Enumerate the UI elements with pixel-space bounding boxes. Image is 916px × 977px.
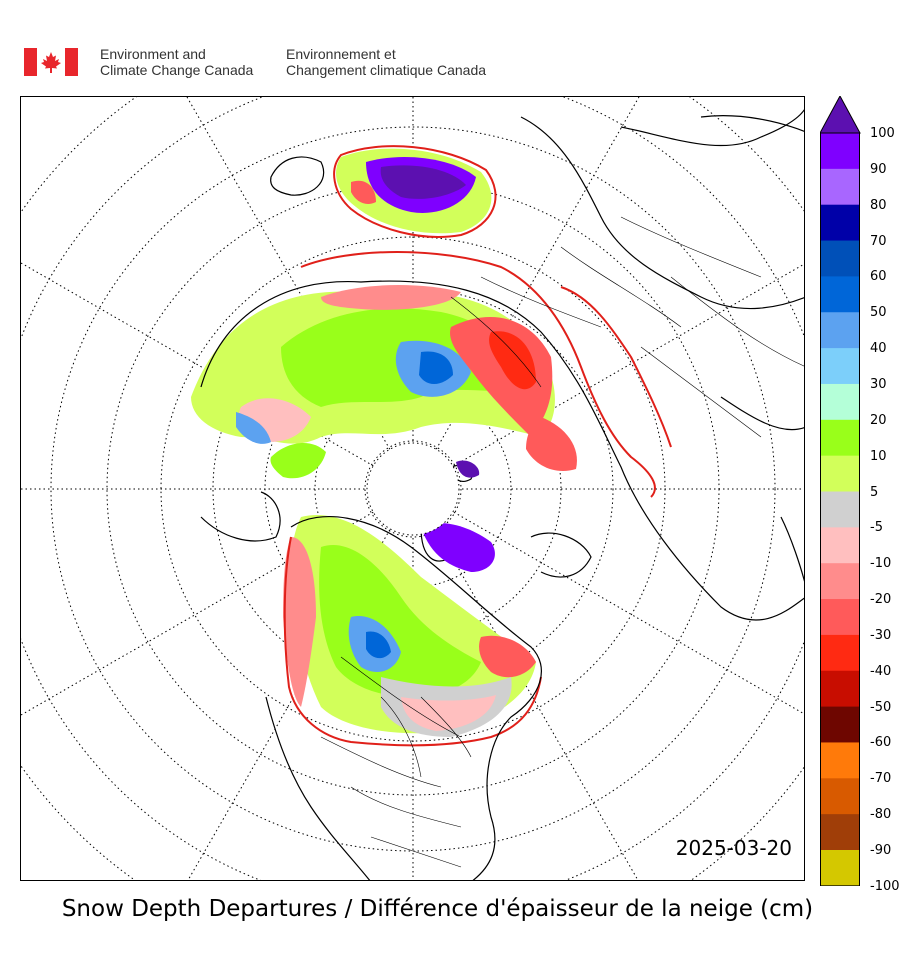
colorbar-tick-label: 5 [870,484,879,500]
colorbar-tick-label: 80 [870,197,887,213]
colorbar-swatch [820,706,860,743]
map-canvas [21,97,804,880]
canada-flag-icon [24,48,78,76]
colorbar-tick-label: -10 [870,556,892,572]
colorbar-legend: 100 90 80 70 60 50 40 30 20 10 5 -5 -10 -20 -30 -40 -50 -… [819,94,900,893]
header: Environment and Climate Change Canada En… [24,46,544,80]
colorbar-swatch [820,419,860,457]
colorbar-tick-label: 40 [870,341,887,357]
colorbar-swatch [820,742,860,779]
org-fr-line2: Changement climatique Canada [286,62,487,78]
colorbar-swatch [820,204,860,242]
map-date: 2025-03-20 [675,836,792,860]
snow-line-contours [283,145,672,747]
colorbar-tick-label: -20 [870,592,892,608]
org-en-line1: Environment and [100,46,206,62]
colorbar-swatch [820,563,860,600]
colorbar-swatch [820,670,860,708]
colorbar-swatch [820,455,860,492]
coastlines [200,109,804,880]
colorbar-swatch [820,168,860,206]
colorbar-tick-label: -60 [870,735,892,751]
colorbar-extend-arrow [819,94,861,134]
org-en-line2: Climate Change Canada [100,62,254,78]
map-title: Snow Depth Departures / Différence d'épa… [61,896,814,922]
colorbar-swatch [820,527,860,564]
polar-snow-map: 2025-03-20 [20,96,805,881]
colorbar-tick-label: -50 [870,699,892,715]
colorbar-swatch [820,133,860,170]
colorbar-tick-label: 60 [870,269,887,285]
colorbar-tick-label: 90 [870,161,887,177]
org-name-french: Environnement et Changement climatique C… [286,46,486,78]
scandinavia-snow [336,148,492,234]
colorbar-tick-label: -70 [870,771,892,787]
colorbar-swatch [820,599,860,636]
colorbar-tick-label: 20 [870,412,887,428]
colorbar-swatch [820,850,860,887]
colorbar-swatch [820,383,860,421]
colorbar-tick-label: 100 [870,126,895,141]
arctic-region [366,442,495,572]
colorbar-tick-label: -100 [870,878,900,894]
colorbar-swatch [820,276,860,313]
colorbar-tick-label: -90 [870,843,892,858]
colorbar-border [820,132,860,887]
colorbar-swatch [820,634,860,672]
colorbar-tick-label: 30 [870,376,887,392]
org-name-english: Environment and Climate Change Canada [100,46,253,78]
colorbar-swatch [820,778,860,815]
colorbar-tick-label: -80 [870,807,892,823]
colorbar-tick-label: 10 [870,448,887,464]
colorbar-tick-label: 50 [870,305,887,321]
colorbar-tick-label: -40 [870,663,892,679]
colorbar-swatch [820,491,860,528]
colorbar-tick-label: -5 [870,520,883,536]
north-america-snow [283,515,536,737]
political-borders [320,216,804,868]
colorbar-swatch [820,348,860,385]
colorbar-swatch [820,240,860,277]
colorbar-swatch [820,814,860,851]
eurasia-snow [191,285,577,479]
colorbar-tick-label: -30 [870,627,892,643]
colorbar-scale [819,94,861,887]
colorbar-tick-label: 70 [870,233,887,249]
colorbar-swatch [820,312,860,349]
org-fr-line1: Environnement et [286,46,396,62]
